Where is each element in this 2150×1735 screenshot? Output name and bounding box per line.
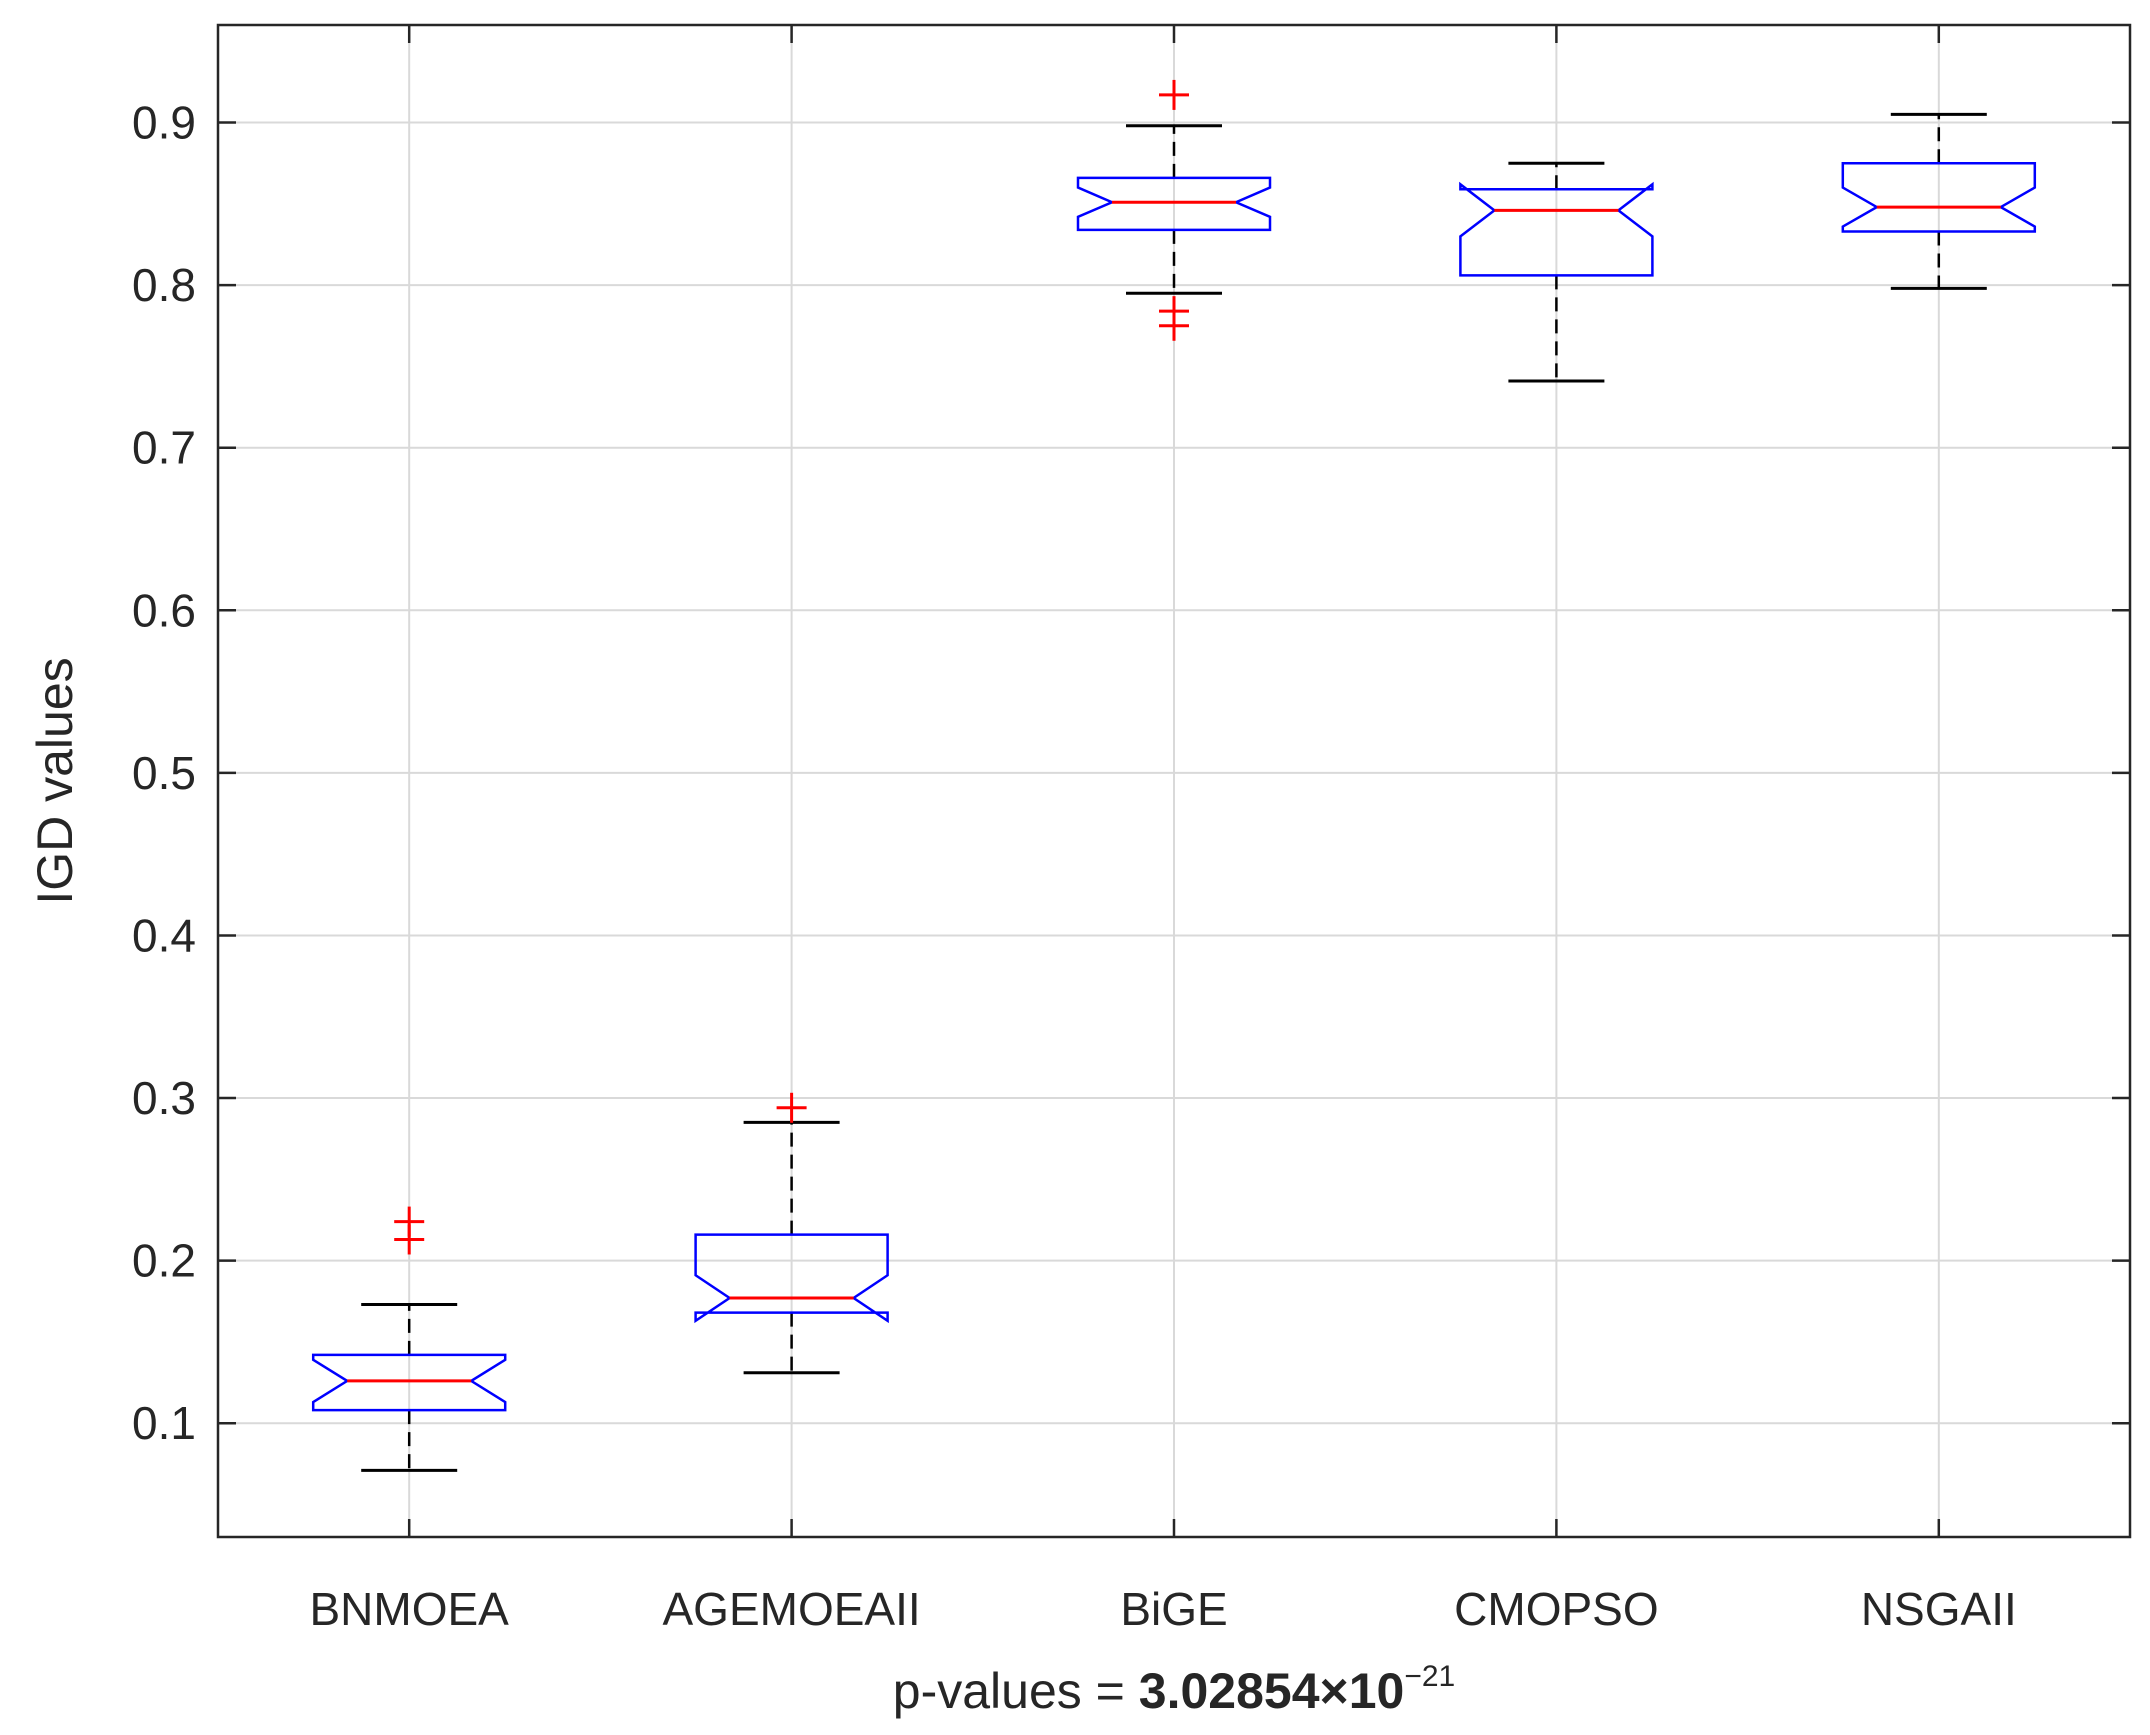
box-layer [311,79,2037,1472]
notched-box [1076,176,1272,232]
y-tick-label: 0.1 [132,1397,196,1449]
notched-box [311,1353,507,1412]
tick-layer: 0.1 0.2 0.3 0.4 0.5 0.6 0.7 0.8 0.9 BNMOEA AGEMOEA… [132,25,2130,1635]
y-tick-label: 0.2 [132,1235,196,1287]
y-tick-label: 0.6 [132,584,196,636]
y-tick-label: 0.7 [132,422,196,474]
box-agemoeaii [694,1092,889,1375]
x-axis-title-value: 3.02854×10 [1139,1663,1405,1719]
y-axis-title: IGD values [27,657,83,904]
notched-box [1459,181,1654,277]
x-axis-title: p-values = 3.02854×10−21 [893,1660,1455,1719]
x-tick-label-nsgaii: NSGAII [1861,1583,2017,1635]
x-tick-label-bnmoea: BNMOEA [310,1583,510,1635]
y-tick-label: 0.9 [132,97,196,149]
x-tick-label-cmopso: CMOPSO [1454,1583,1658,1635]
x-tick-label-agemoeaii: AGEMOEAII [663,1583,921,1635]
notched-box [1841,161,2037,233]
x-axis-title-exponent: −21 [1404,1660,1455,1693]
y-tick-label: 0.3 [132,1072,196,1124]
x-axis-title-prefix: p-values = [893,1663,1139,1719]
box-cmopso [1459,161,1654,383]
y-tick-label: 0.8 [132,259,196,311]
y-tick-label: 0.5 [132,747,196,799]
box-bnmoea [311,1206,507,1472]
grid-layer [218,25,2130,1537]
notched-box [694,1233,889,1324]
y-tick-label: 0.4 [132,909,196,961]
box-nsgaii [1841,112,2037,290]
x-tick-label-bige: BiGE [1120,1583,1227,1635]
box-bige [1076,79,1272,341]
